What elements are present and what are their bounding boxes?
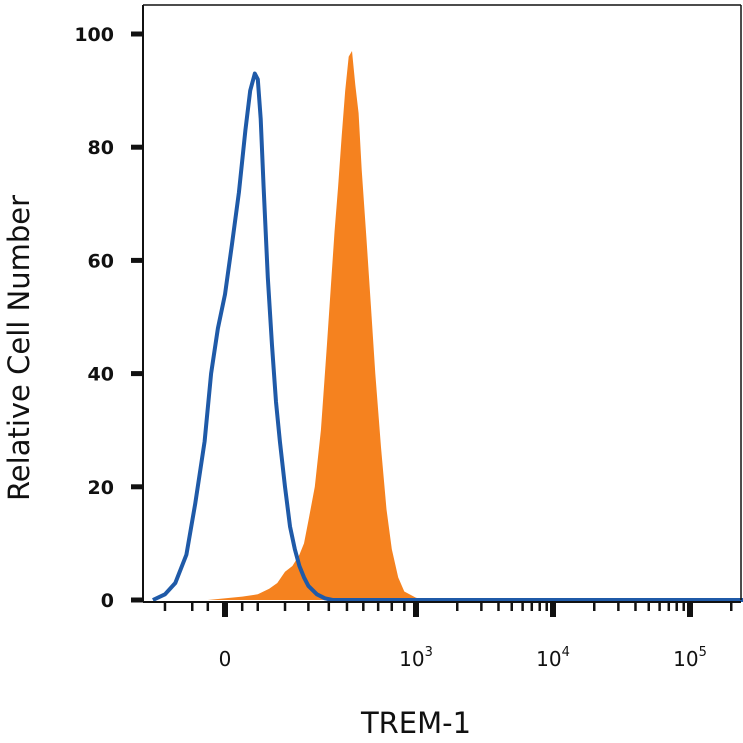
x-tick-label: 103 (399, 645, 433, 671)
x-tick-label: 105 (673, 645, 707, 671)
y-tick-label: 40 (88, 364, 114, 386)
axes (131, 4, 742, 617)
histogram-filled-series (178, 51, 427, 600)
x-tick-label: 0 (219, 647, 232, 671)
y-tick-label: 60 (88, 250, 114, 272)
y-tick-label: 100 (74, 24, 114, 46)
y-tick-label: 0 (101, 590, 114, 612)
y-tick-label: 80 (88, 137, 114, 159)
x-tick-label: 104 (536, 645, 570, 671)
y-axis-title: Relative Cell Number (2, 195, 36, 501)
plot-area (152, 51, 743, 602)
histogram-outline-series (152, 71, 743, 602)
y-tick-label: 20 (88, 477, 114, 499)
x-axis-title: TREM-1 (360, 706, 471, 740)
tick-labels: 0 20 40 60 80 100 0 103 104 105 (74, 24, 707, 671)
